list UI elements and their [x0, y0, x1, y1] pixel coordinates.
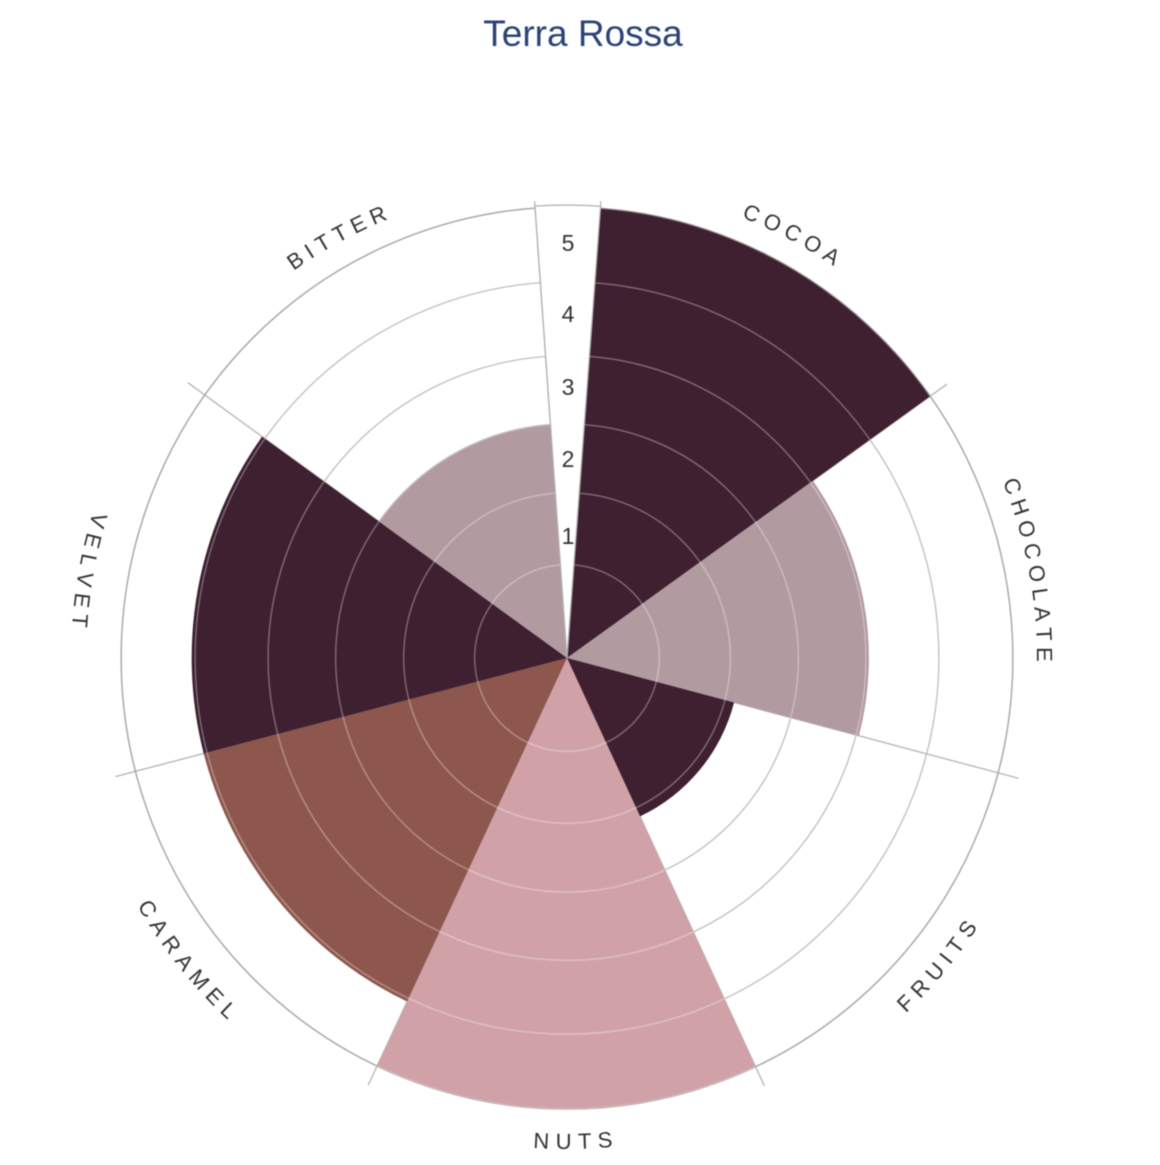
- svg-text:N: N: [533, 1128, 550, 1154]
- svg-text:A: A: [1029, 605, 1055, 622]
- svg-text:2: 2: [562, 446, 575, 472]
- svg-text:O: O: [1012, 517, 1041, 540]
- svg-text:V: V: [71, 570, 98, 589]
- svg-text:H: H: [1006, 496, 1035, 519]
- svg-text:T: T: [577, 1128, 591, 1153]
- svg-text:L: L: [75, 552, 102, 569]
- svg-text:U: U: [556, 1129, 572, 1154]
- svg-text:4: 4: [562, 301, 575, 327]
- svg-text:3: 3: [562, 374, 575, 400]
- svg-text:1: 1: [562, 523, 575, 549]
- svg-text:Terra Rossa: Terra Rossa: [483, 13, 683, 54]
- svg-text:S: S: [597, 1127, 614, 1153]
- svg-text:E: E: [1032, 647, 1057, 662]
- svg-text:V: V: [84, 510, 112, 531]
- svg-text:L: L: [1027, 586, 1053, 601]
- svg-text:5: 5: [562, 230, 575, 256]
- svg-text:E: E: [69, 592, 96, 610]
- svg-text:C: C: [1018, 540, 1046, 561]
- svg-text:T: T: [67, 613, 93, 628]
- svg-text:E: E: [79, 531, 107, 551]
- svg-text:O: O: [1023, 563, 1051, 584]
- svg-text:T: T: [1031, 627, 1057, 642]
